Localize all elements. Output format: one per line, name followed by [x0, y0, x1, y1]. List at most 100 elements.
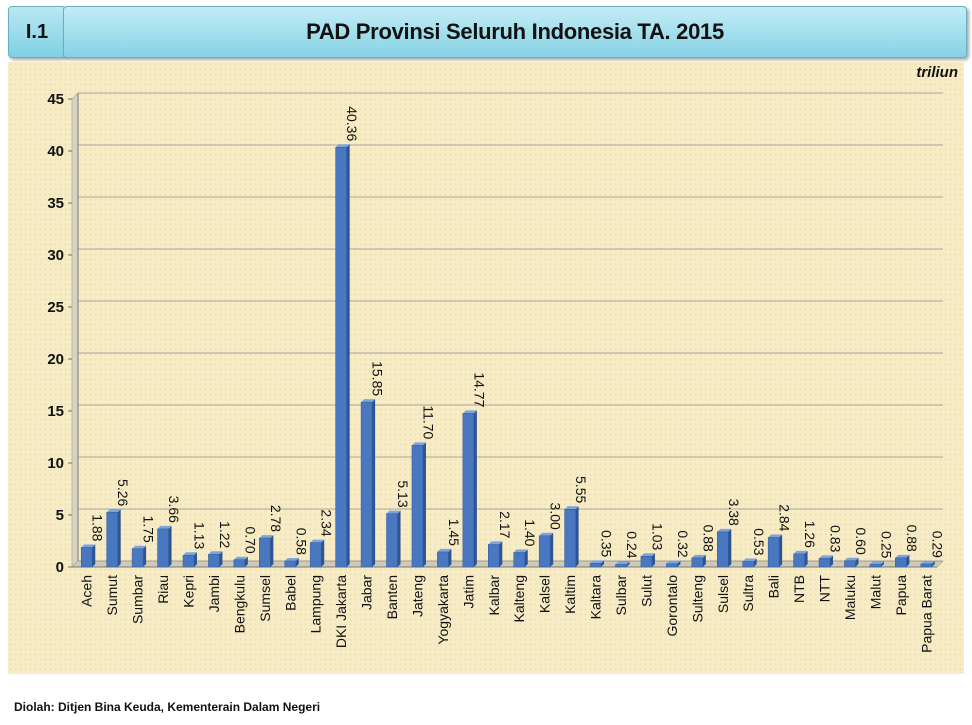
bar-side: [779, 534, 783, 567]
data-label: 5.26: [115, 479, 131, 506]
bar-side: [219, 551, 223, 567]
bar-top: [742, 558, 757, 562]
data-label: 1.22: [217, 521, 233, 548]
bar: [106, 512, 118, 568]
left-side-wall: [71, 92, 79, 568]
x-tick-label: Kalsel: [537, 575, 553, 613]
y-tick-label: 0: [56, 559, 64, 576]
x-tick-label: NTB: [791, 575, 807, 603]
bar-side: [193, 552, 197, 567]
bar-side: [295, 557, 299, 567]
bar: [488, 544, 500, 568]
x-tick-label: Lampung: [308, 575, 324, 633]
bar-top: [539, 532, 554, 536]
bar: [462, 413, 475, 568]
data-label: 2.84: [777, 504, 793, 531]
y-tick-label: 40: [47, 143, 64, 160]
bar-top: [666, 560, 681, 564]
bar-side: [651, 553, 655, 567]
floor: [71, 560, 944, 568]
bar-side: [270, 535, 274, 567]
bar: [411, 445, 424, 568]
bar-top: [361, 399, 376, 403]
bar-top: [590, 560, 605, 564]
x-tick-label: Jabar: [359, 575, 375, 610]
x-tick-label: Kaltim: [562, 575, 578, 614]
data-label: 0.35: [599, 530, 615, 557]
x-tick-label: Jatim: [460, 575, 476, 608]
bar-side: [372, 399, 376, 567]
data-label: 1.88: [90, 514, 106, 541]
bar: [259, 537, 271, 568]
data-label: 1.13: [191, 522, 207, 549]
data-label: 0.29: [929, 531, 945, 558]
data-label: 2.17: [497, 511, 513, 538]
bar: [182, 554, 195, 568]
x-tick-label: Riau: [155, 575, 171, 604]
y-tick-label: 15: [47, 403, 64, 420]
bar-side: [168, 525, 172, 567]
data-label: 5.13: [395, 480, 411, 507]
y-tick-label: 5: [56, 507, 64, 524]
x-tick-label: NTT: [817, 575, 833, 603]
x-tick-label: Bengkulu: [231, 575, 247, 633]
section-code-badge: I.1: [8, 6, 66, 58]
bar-side: [804, 550, 808, 567]
bar: [615, 564, 627, 568]
bar-top: [233, 556, 248, 560]
data-label: 40.36: [344, 106, 360, 141]
bar: [386, 513, 398, 568]
x-tick-label: Papua: [893, 575, 909, 616]
bar-top: [335, 144, 350, 148]
x-tick-label: DKI Jakarta: [333, 575, 349, 648]
x-tick-label: Aceh: [79, 575, 95, 607]
data-label: 0.24: [624, 531, 640, 558]
data-label: 0.60: [853, 528, 869, 555]
x-tick-label: Sultra: [740, 575, 756, 612]
bar: [844, 560, 856, 568]
unit-label: triliun: [916, 64, 958, 81]
x-tick-label: Kepri: [180, 575, 196, 608]
data-label: 15.85: [370, 361, 386, 396]
data-label: 0.58: [293, 528, 309, 555]
data-label: 3.00: [548, 503, 564, 530]
x-tick-label: Sumsel: [257, 575, 273, 622]
plot-panel: [8, 62, 964, 674]
bar: [589, 563, 602, 568]
bar: [131, 548, 144, 568]
bar: [80, 547, 93, 568]
bar: [666, 563, 678, 568]
bar-side: [626, 561, 630, 567]
x-tick-label: Sumbar: [130, 575, 146, 624]
data-label: 1.75: [141, 516, 157, 543]
y-tick-label: 10: [47, 455, 64, 472]
bar-top: [793, 550, 808, 554]
y-tick-label: 45: [47, 91, 64, 108]
bar-top: [132, 545, 147, 549]
bar-top: [386, 510, 401, 514]
bar-top: [513, 549, 528, 553]
y-tick-label: 30: [47, 247, 64, 264]
source-note: Diolah: Ditjen Bina Keuda, Kementerain D…: [14, 700, 321, 714]
y-tick-label: 25: [47, 299, 64, 316]
data-label: 11.70: [420, 405, 436, 439]
bar-top: [691, 554, 706, 558]
bar-top: [640, 553, 655, 557]
bar-top: [615, 561, 630, 565]
bar-top: [564, 506, 579, 510]
x-tick-label: Sulut: [638, 575, 654, 607]
bar-side: [422, 442, 426, 567]
x-tick-label: Yogyakarta: [435, 575, 451, 645]
bar: [208, 554, 220, 568]
bar: [818, 558, 831, 568]
bar-top: [895, 554, 910, 558]
bar-side: [702, 554, 706, 567]
bar: [437, 551, 449, 568]
bar-top: [920, 560, 935, 564]
bar-side: [448, 548, 452, 567]
bar-top: [157, 525, 172, 529]
bar: [157, 528, 169, 568]
x-tick-label: Sulbar: [613, 575, 629, 616]
bar-top: [284, 557, 299, 561]
